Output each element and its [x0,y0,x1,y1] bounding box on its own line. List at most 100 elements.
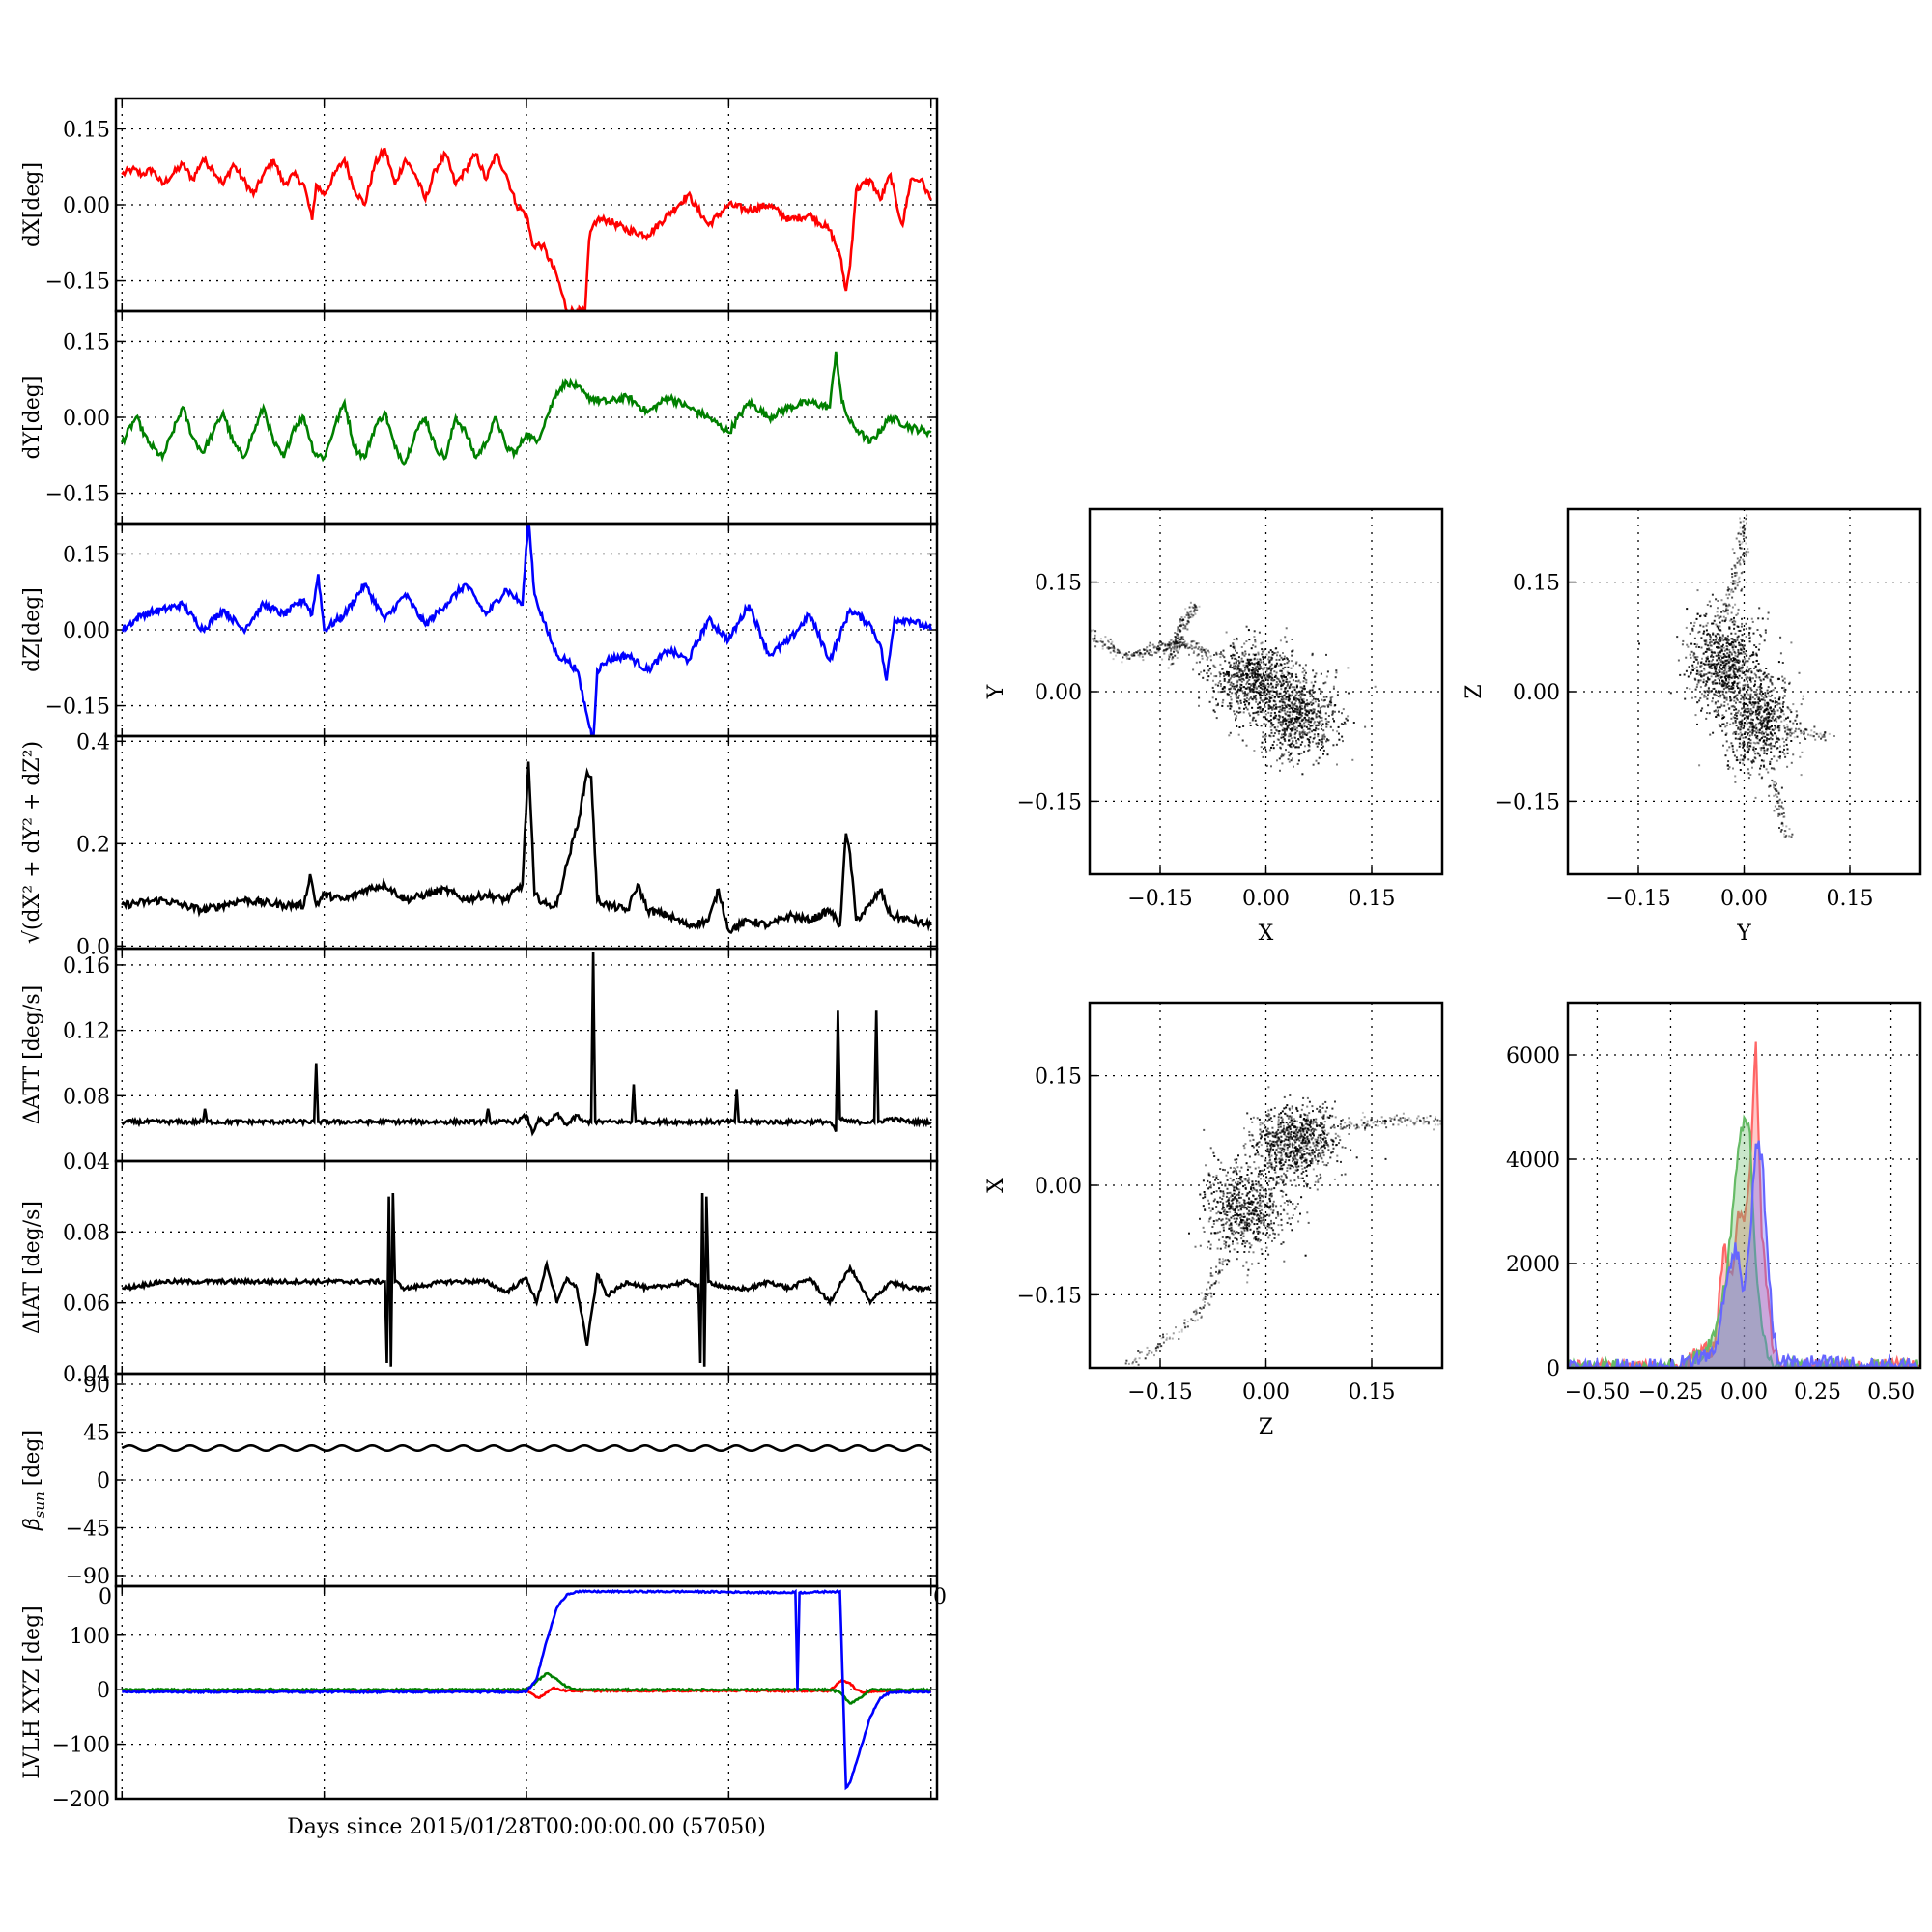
scatter-point [1274,1155,1277,1158]
scatter-point [1344,1147,1347,1149]
scatter-point [1737,653,1740,656]
scatter-point [1749,774,1752,776]
scatter-point [1262,735,1264,738]
scatter-point [1275,691,1278,694]
scatter-point [1277,706,1280,708]
scatter-point [1804,736,1805,739]
scatter-point [1761,736,1763,739]
scatter-point [1310,703,1313,706]
scatter-point [1778,805,1781,808]
scatter-point [1246,1202,1249,1204]
scatter-point [1258,1173,1260,1176]
scatter-point [1225,1241,1228,1244]
scatter-point [1717,607,1719,610]
scatter-point [1298,690,1301,693]
scatter-point [1282,727,1285,729]
scatter-point [1265,673,1267,676]
scatter-point [1094,645,1097,648]
scatter-point [1307,1127,1310,1130]
scatter-point [1747,617,1749,620]
scatter-point [1778,706,1781,709]
scatter-point [1700,661,1703,664]
scatter-point [1321,735,1324,738]
scatter-point [1271,677,1274,679]
scatter-point [1751,733,1754,736]
scatter-point [1321,1133,1323,1136]
scatter-point [1252,686,1255,689]
scatter-point [1266,697,1269,700]
scatter-point [1245,744,1248,747]
scatter-point [1753,750,1756,753]
scatter-point [1725,670,1728,673]
scatter-point [1764,692,1767,695]
scatter-point [1705,612,1708,615]
scatter-point [1319,1155,1321,1158]
scatter-point [1268,659,1271,662]
scatter-point [1759,634,1762,636]
scatter-point [1107,640,1110,643]
scatter-point [1221,688,1224,691]
scatter-point [1306,1123,1309,1126]
scatter-point [1741,719,1744,722]
scatter-point [1248,664,1251,667]
scatter-point [1344,723,1347,725]
scatter-point [1261,653,1264,656]
scatter-point [1179,638,1181,640]
scatter-point [1249,689,1252,692]
scatter-point [1742,647,1745,650]
scatter-point [1095,640,1098,643]
scatter-point [1774,687,1776,690]
scatter-point [1283,1140,1286,1143]
scatter-point [1326,1116,1329,1119]
scatter-point [1749,739,1752,742]
scatter-point [1295,691,1298,694]
scatter-point [1310,1138,1313,1141]
scatter-point [1279,639,1282,642]
scatter-point [1219,1247,1222,1250]
scatter-point [1179,643,1181,646]
scatter-point [1235,717,1237,720]
scatter-point [1721,693,1724,696]
scatter-point [1715,637,1718,639]
scatter-point [1744,717,1747,720]
scatter-point [1734,720,1737,722]
scatter-point [1747,686,1750,689]
scatter-point [1316,1162,1319,1165]
scatter-point [1123,653,1126,656]
scatter-point [1760,732,1763,735]
scatter-point [1705,696,1708,698]
scatter-point [1778,827,1780,829]
scatter-point [1325,653,1327,656]
scatter-point [1723,675,1726,678]
scatter-point [1302,718,1305,721]
scatter-point [1299,743,1302,746]
scatter-point [1318,715,1321,718]
scatter-point [1207,656,1209,659]
scatter-point [1709,635,1712,638]
scatter-point [1182,622,1184,625]
scatter-point [1306,703,1309,706]
scatter-point [1295,716,1298,718]
scatter-point [1235,719,1236,722]
scatter-point [1752,711,1755,714]
scatter-point [1776,801,1779,804]
scatter-point [1253,630,1256,633]
scatter-point [1295,675,1298,678]
scatter-point [1747,707,1749,710]
scatter-point [1743,724,1745,726]
y-tick-label: 0 [97,1469,110,1493]
scatter-point [1699,673,1702,676]
scatter-point [1269,1148,1272,1151]
scatter-point [1296,1161,1299,1164]
scatter-point [1294,746,1296,749]
scatter-point [1744,714,1746,716]
scatter-point [1285,680,1288,683]
scatter-point [1175,647,1178,650]
scatter-point [1728,605,1731,607]
scatter-point [1301,1135,1304,1138]
scatter-point [1265,1114,1268,1117]
scatter-point [1719,706,1721,709]
scatter-point [1186,642,1189,645]
scatter-point [1696,683,1699,686]
scatter-point [1720,704,1723,707]
